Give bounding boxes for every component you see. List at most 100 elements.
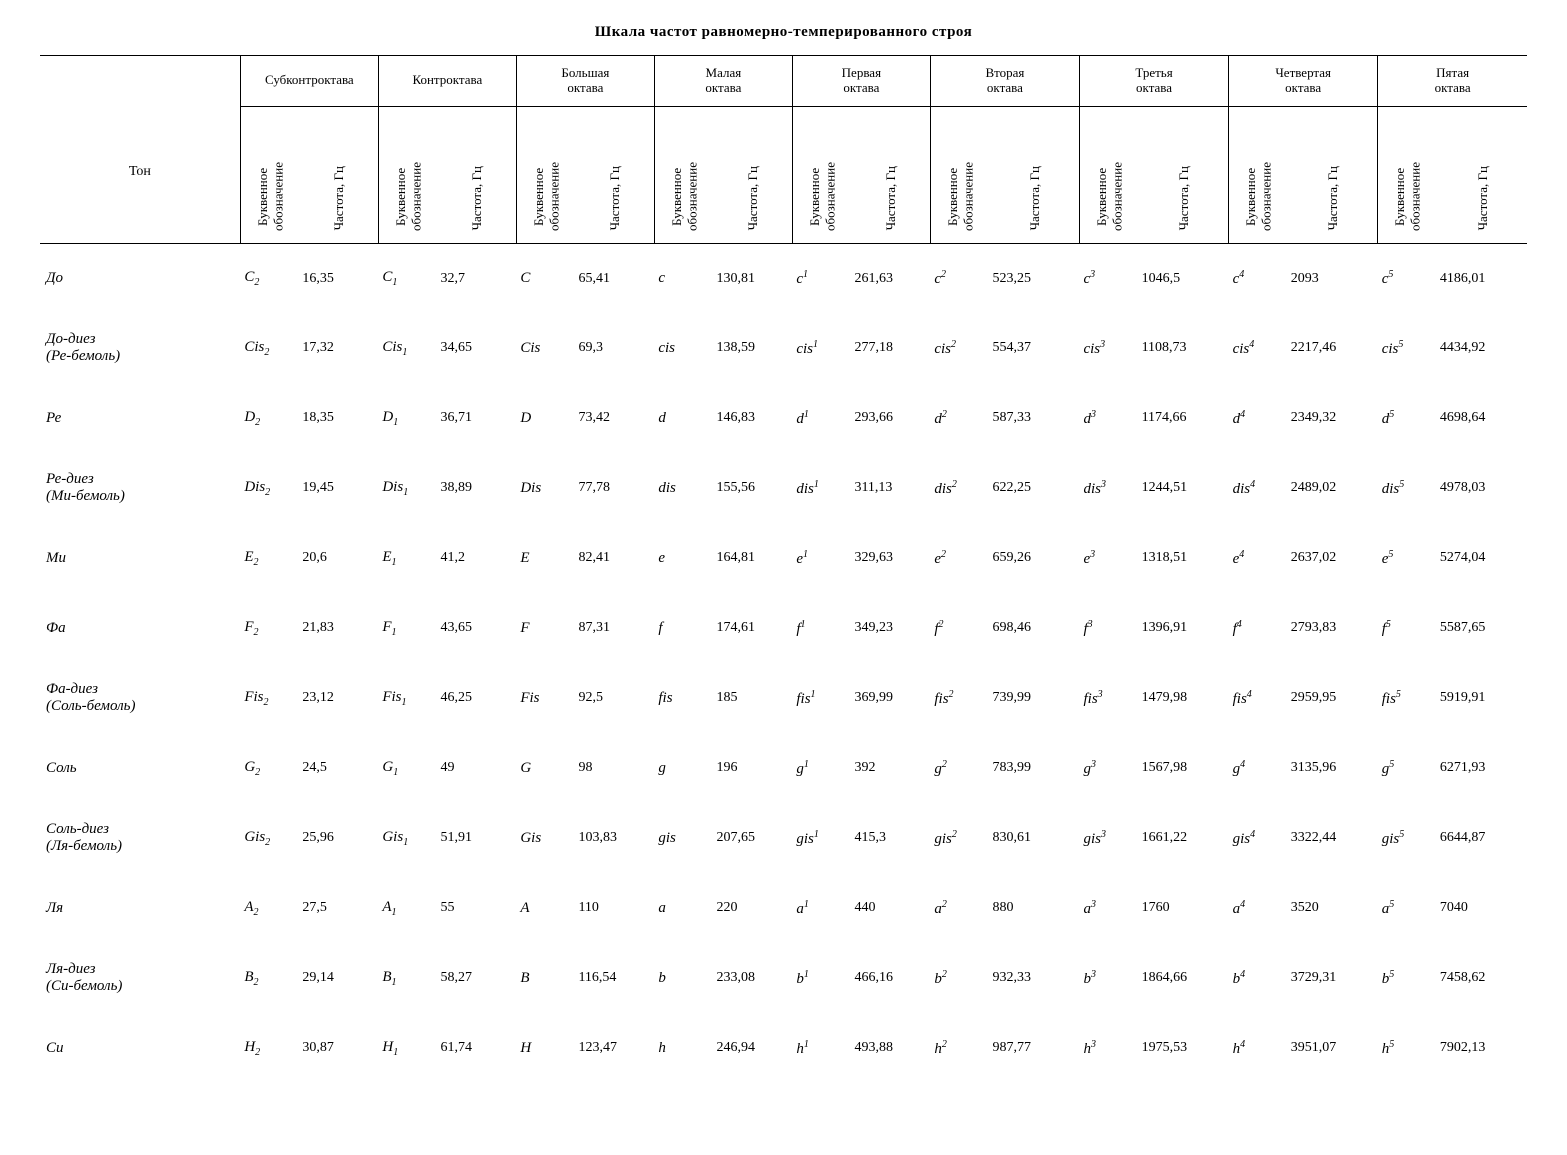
note-cell: d2 xyxy=(930,383,990,453)
note-cell: cis4 xyxy=(1229,313,1289,383)
note-cell: gis5 xyxy=(1378,803,1438,873)
column-subheader-note: Буквенноеобозначение xyxy=(654,106,714,243)
freq-cell: 174,61 xyxy=(714,593,792,663)
freq-cell: 19,45 xyxy=(300,453,378,523)
note-cell: g5 xyxy=(1378,733,1438,803)
freq-cell: 82,41 xyxy=(576,523,654,593)
note-cell: c xyxy=(654,243,714,313)
freq-cell: 65,41 xyxy=(576,243,654,313)
freq-cell: 185 xyxy=(714,663,792,733)
note-cell: a3 xyxy=(1079,873,1139,943)
freq-cell: 1975,53 xyxy=(1140,1013,1229,1083)
note-cell: Cis2 xyxy=(240,313,300,383)
freq-cell: 4186,01 xyxy=(1438,243,1527,313)
note-cell: b1 xyxy=(792,943,852,1013)
freq-cell: 2489,02 xyxy=(1289,453,1378,523)
column-subheader-freq: Частота, Гц xyxy=(990,106,1079,243)
freq-cell: 3729,31 xyxy=(1289,943,1378,1013)
freq-cell: 587,33 xyxy=(990,383,1079,453)
freq-cell: 5274,04 xyxy=(1438,523,1527,593)
note-cell: g3 xyxy=(1079,733,1139,803)
note-cell: Dis xyxy=(516,453,576,523)
freq-cell: 3135,96 xyxy=(1289,733,1378,803)
note-cell: a2 xyxy=(930,873,990,943)
column-header-octave: Субконтроктава xyxy=(240,56,378,107)
note-cell: fis4 xyxy=(1229,663,1289,733)
note-cell: b4 xyxy=(1229,943,1289,1013)
freq-cell: 34,65 xyxy=(438,313,516,383)
freq-cell: 146,83 xyxy=(714,383,792,453)
note-cell: g4 xyxy=(1229,733,1289,803)
note-cell: a4 xyxy=(1229,873,1289,943)
freq-cell: 58,27 xyxy=(438,943,516,1013)
freq-cell: 349,23 xyxy=(852,593,930,663)
note-cell: C xyxy=(516,243,576,313)
table-row: Ре-диез(Ми-бемоль)Dis219,45Dis138,89Dis7… xyxy=(40,453,1527,523)
note-cell: D xyxy=(516,383,576,453)
note-cell: gis3 xyxy=(1079,803,1139,873)
table-row: Фа-диез(Соль-бемоль)Fis223,12Fis146,25Fi… xyxy=(40,663,1527,733)
note-cell: Dis2 xyxy=(240,453,300,523)
frequency-table: СубконтроктаваКонтроктаваБольшаяоктаваМа… xyxy=(40,55,1527,1083)
note-cell: H1 xyxy=(378,1013,438,1083)
table-row: МиE220,6E141,2E82,41e164,81e1329,63e2659… xyxy=(40,523,1527,593)
note-cell: dis2 xyxy=(930,453,990,523)
note-cell: Dis1 xyxy=(378,453,438,523)
freq-cell: 2959,95 xyxy=(1289,663,1378,733)
note-cell: gis1 xyxy=(792,803,852,873)
freq-cell: 2637,02 xyxy=(1289,523,1378,593)
freq-cell: 2349,32 xyxy=(1289,383,1378,453)
column-subheader-freq: Частота, Гц xyxy=(1289,106,1378,243)
freq-cell: 261,63 xyxy=(852,243,930,313)
freq-cell: 2793,83 xyxy=(1289,593,1378,663)
note-cell: cis1 xyxy=(792,313,852,383)
tone-label: Ми xyxy=(40,523,240,593)
column-header-octave: Контроктава xyxy=(378,56,516,107)
note-cell: c3 xyxy=(1079,243,1139,313)
freq-cell: 1760 xyxy=(1140,873,1229,943)
freq-cell: 233,08 xyxy=(714,943,792,1013)
note-cell: D1 xyxy=(378,383,438,453)
note-cell: b3 xyxy=(1079,943,1139,1013)
note-cell: A1 xyxy=(378,873,438,943)
note-cell: fis5 xyxy=(1378,663,1438,733)
freq-cell: 38,89 xyxy=(438,453,516,523)
table-row: ДоC216,35C132,7C65,41c130,81c1261,63c252… xyxy=(40,243,1527,313)
freq-cell: 4434,92 xyxy=(1438,313,1527,383)
freq-cell: 1046,5 xyxy=(1140,243,1229,313)
freq-cell: 5919,91 xyxy=(1438,663,1527,733)
freq-cell: 739,99 xyxy=(990,663,1079,733)
freq-cell: 392 xyxy=(852,733,930,803)
freq-cell: 207,65 xyxy=(714,803,792,873)
column-subheader-note: Буквенноеобозначение xyxy=(240,106,300,243)
freq-cell: 493,88 xyxy=(852,1013,930,1083)
note-cell: g1 xyxy=(792,733,852,803)
table-row: ФаF221,83F143,65F87,31f174,61f1349,23f26… xyxy=(40,593,1527,663)
note-cell: d5 xyxy=(1378,383,1438,453)
column-subheader-freq: Частота, Гц xyxy=(714,106,792,243)
table-row: Ля-диез(Си-бемоль)B229,14B158,27B116,54b… xyxy=(40,943,1527,1013)
table-title: Шкала частот равномерно-темперированного… xyxy=(40,24,1527,41)
column-subheader-freq: Частота, Гц xyxy=(438,106,516,243)
note-cell: f1 xyxy=(792,593,852,663)
freq-cell: 329,63 xyxy=(852,523,930,593)
note-cell: C1 xyxy=(378,243,438,313)
freq-cell: 27,5 xyxy=(300,873,378,943)
tone-label: Ре xyxy=(40,383,240,453)
freq-cell: 25,96 xyxy=(300,803,378,873)
note-cell: e xyxy=(654,523,714,593)
note-cell: gis2 xyxy=(930,803,990,873)
freq-cell: 293,66 xyxy=(852,383,930,453)
note-cell: dis5 xyxy=(1378,453,1438,523)
freq-cell: 554,37 xyxy=(990,313,1079,383)
note-cell: dis1 xyxy=(792,453,852,523)
note-cell: H xyxy=(516,1013,576,1083)
table-row: ЛяA227,5A155A110a220a1440a2880a31760a435… xyxy=(40,873,1527,943)
freq-cell: 5587,65 xyxy=(1438,593,1527,663)
note-cell: h5 xyxy=(1378,1013,1438,1083)
column-subheader-note: Буквенноеобозначение xyxy=(516,106,576,243)
table-row: До-диез(Ре-бемоль)Cis217,32Cis134,65Cis6… xyxy=(40,313,1527,383)
freq-cell: 3951,07 xyxy=(1289,1013,1378,1083)
note-cell: Fis xyxy=(516,663,576,733)
freq-cell: 196 xyxy=(714,733,792,803)
